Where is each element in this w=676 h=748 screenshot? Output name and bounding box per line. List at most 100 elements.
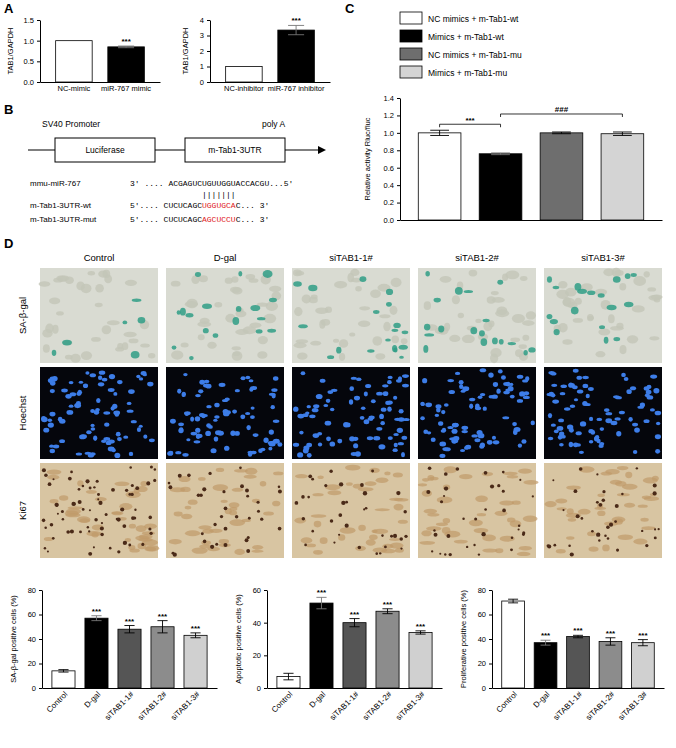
tick-mark bbox=[397, 185, 400, 186]
cell-texture bbox=[462, 386, 469, 391]
cell-texture bbox=[349, 436, 355, 441]
cell-texture bbox=[358, 320, 370, 326]
tick-label: siTAB1-2# bbox=[361, 689, 394, 722]
cell-texture bbox=[66, 530, 70, 534]
cell-texture bbox=[241, 376, 246, 380]
cell-texture bbox=[219, 543, 231, 547]
error-bar bbox=[638, 640, 648, 646]
cell-texture bbox=[105, 513, 108, 516]
cell-texture bbox=[272, 501, 280, 507]
cell-texture bbox=[325, 421, 332, 426]
cell-texture bbox=[517, 552, 531, 556]
tick-mark bbox=[489, 664, 492, 665]
cell-texture bbox=[213, 333, 219, 338]
cell-texture bbox=[153, 479, 156, 482]
bar bbox=[151, 627, 174, 688]
cell-texture bbox=[488, 320, 494, 327]
cell-texture bbox=[487, 296, 496, 303]
cell-texture bbox=[522, 531, 525, 534]
axis-line bbox=[41, 82, 161, 83]
cell-texture bbox=[104, 423, 109, 427]
cell-texture bbox=[42, 519, 46, 523]
cell-texture bbox=[469, 398, 475, 401]
image-background bbox=[418, 463, 536, 558]
image-background bbox=[418, 268, 536, 363]
cell-texture bbox=[308, 285, 317, 291]
cell-texture bbox=[185, 530, 200, 536]
cell-texture bbox=[452, 439, 459, 443]
cell-texture bbox=[180, 487, 190, 492]
cell-texture bbox=[296, 339, 309, 343]
target-name: m-Tab1-3UTR-mut bbox=[30, 215, 97, 224]
cell-texture bbox=[512, 314, 525, 323]
tick-label: Control bbox=[270, 690, 295, 715]
cell-texture bbox=[326, 399, 331, 403]
bar bbox=[540, 133, 583, 220]
cell-texture bbox=[301, 537, 313, 543]
cell-texture bbox=[45, 324, 54, 333]
cell-texture bbox=[71, 354, 81, 363]
cell-texture bbox=[271, 405, 275, 409]
tick-label: NC-mimic bbox=[57, 84, 90, 93]
cell-texture bbox=[584, 403, 590, 406]
cell-texture bbox=[349, 332, 355, 336]
cell-texture bbox=[214, 436, 219, 441]
x-tick: siTAB1-2# bbox=[136, 689, 169, 722]
cell-texture bbox=[90, 452, 96, 455]
cell-texture bbox=[479, 330, 485, 336]
cell-texture bbox=[610, 480, 622, 485]
cell-texture bbox=[177, 389, 181, 394]
legend-swatch bbox=[400, 12, 422, 24]
row-header: SA-β-gal bbox=[17, 297, 28, 334]
cell-texture bbox=[88, 530, 90, 532]
cell-texture bbox=[523, 396, 530, 399]
error-bar bbox=[118, 46, 134, 48]
target-sequence: 5'.... CUCUCAGCAGCUCCUC... 3' bbox=[130, 215, 269, 224]
cell-texture bbox=[522, 335, 529, 341]
y-tick: 0 bbox=[257, 684, 267, 693]
x-tick: siTAB1-3# bbox=[616, 689, 649, 722]
tick-label: 0 bbox=[200, 78, 204, 87]
cell-texture bbox=[202, 487, 206, 491]
cell-texture bbox=[195, 394, 201, 397]
cell-texture bbox=[631, 273, 637, 277]
cell-texture bbox=[439, 553, 441, 555]
cell-texture bbox=[548, 371, 555, 374]
x-tick: siTAB1-3# bbox=[394, 689, 427, 722]
bar bbox=[409, 632, 432, 688]
cell-texture bbox=[44, 527, 47, 530]
cell-texture bbox=[201, 532, 204, 535]
cell-texture bbox=[365, 481, 377, 486]
cell-texture bbox=[612, 268, 621, 278]
panel-label: D bbox=[4, 236, 13, 251]
cell-texture bbox=[624, 503, 635, 508]
cell-texture bbox=[596, 439, 600, 443]
cell-texture bbox=[309, 297, 318, 304]
cell-texture bbox=[518, 469, 532, 474]
micrograph bbox=[292, 268, 410, 363]
x-axis: ControlD-galsiTAB1-1#siTAB1-2#siTAB1-3# bbox=[43, 689, 218, 723]
cell-texture bbox=[214, 415, 220, 418]
micrograph bbox=[292, 367, 410, 459]
cell-texture bbox=[596, 473, 598, 475]
axis-title: Proliferative positive cells (%) bbox=[459, 590, 468, 688]
cell-texture bbox=[345, 465, 361, 471]
cell-texture bbox=[248, 517, 251, 520]
cell-texture bbox=[424, 333, 434, 336]
cell-texture bbox=[548, 437, 554, 440]
cell-texture bbox=[655, 411, 662, 416]
plot-area bbox=[56, 41, 145, 82]
cell-texture bbox=[434, 533, 438, 537]
cell-texture bbox=[434, 298, 441, 303]
cell-texture bbox=[369, 535, 378, 540]
cell-texture bbox=[76, 282, 84, 291]
arrow-head bbox=[318, 146, 326, 154]
bar bbox=[118, 629, 141, 688]
cell-texture bbox=[392, 345, 397, 352]
tick-mark bbox=[207, 20, 210, 21]
cell-texture bbox=[439, 442, 446, 447]
cell-texture bbox=[312, 408, 319, 412]
tick-label: siTAB1-3# bbox=[616, 689, 649, 722]
cell-texture bbox=[380, 421, 385, 425]
cell-texture bbox=[329, 470, 332, 473]
